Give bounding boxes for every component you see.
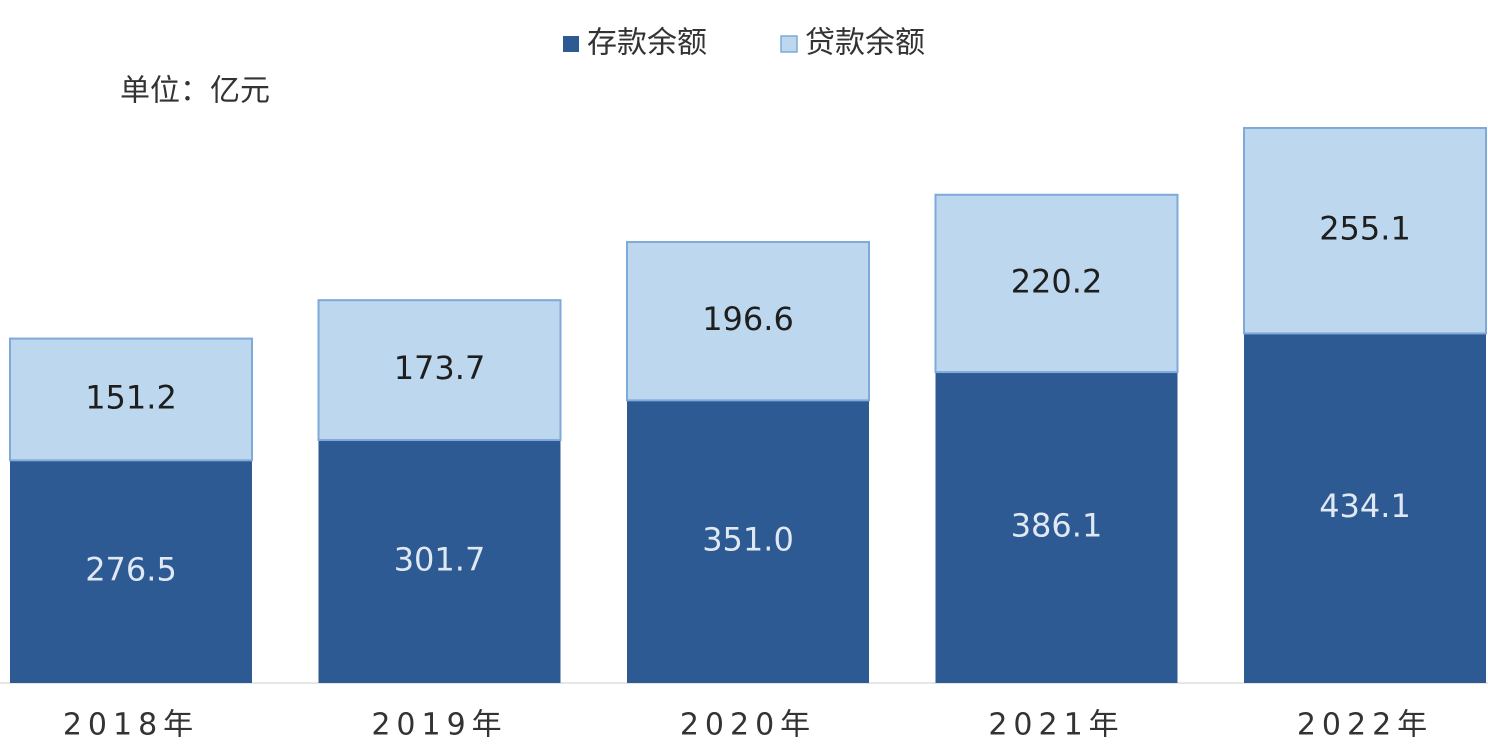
bar-segment xyxy=(318,440,561,683)
bar-segment xyxy=(934,193,1179,374)
value-label: 173.7 xyxy=(394,349,486,387)
x-tick-label: 2021年 xyxy=(988,708,1124,743)
value-label: 255.1 xyxy=(1319,210,1411,248)
bar-segment xyxy=(935,372,1178,683)
bar-segment xyxy=(626,241,870,402)
bar-segment xyxy=(627,400,869,683)
value-label: 196.6 xyxy=(702,300,794,338)
value-label: 151.2 xyxy=(85,378,177,416)
value-label: 276.5 xyxy=(85,551,177,589)
value-label: 386.1 xyxy=(1011,507,1103,545)
legend-swatch xyxy=(563,36,579,52)
x-tick-label: 2019年 xyxy=(371,708,507,743)
value-label: 434.1 xyxy=(1319,487,1411,525)
x-tick-label: 2022年 xyxy=(1297,708,1433,743)
bar-segment xyxy=(10,460,252,683)
legend-label: 存款余额 xyxy=(587,26,707,61)
value-label: 351.0 xyxy=(702,521,794,559)
bar-segment xyxy=(1243,127,1487,335)
bar-segment xyxy=(1244,333,1486,683)
bar-segment xyxy=(9,337,253,462)
unit-label: 单位：亿元 xyxy=(120,74,270,109)
value-label: 220.2 xyxy=(1011,262,1103,300)
legend-swatch xyxy=(780,35,798,53)
value-label: 301.7 xyxy=(394,541,486,579)
x-tick-label: 2018年 xyxy=(63,708,199,743)
legend-label: 贷款余额 xyxy=(805,26,925,61)
x-tick-label: 2020年 xyxy=(680,708,816,743)
bar-segment xyxy=(317,299,562,442)
